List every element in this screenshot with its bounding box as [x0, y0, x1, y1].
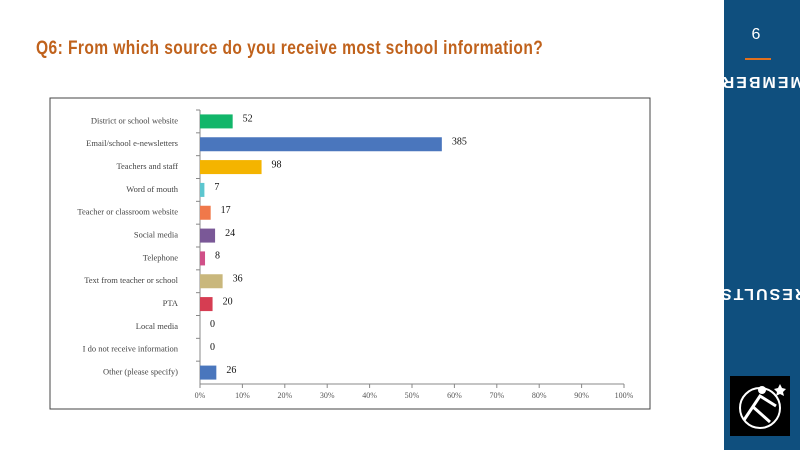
x-tick-label: 10% — [235, 391, 250, 400]
x-tick-label: 80% — [532, 391, 547, 400]
x-tick-label: 100% — [615, 391, 634, 400]
slide-title: Q6: From which source do you receive mos… — [36, 38, 544, 59]
y-tick-label: Social media — [134, 230, 178, 240]
bar — [200, 205, 211, 220]
y-tick-label: Telephone — [143, 252, 179, 262]
value-label: 98 — [272, 159, 282, 170]
y-tick-label: Other (please specify) — [103, 367, 178, 377]
bar — [200, 274, 223, 289]
divider — [745, 58, 771, 60]
value-label: 7 — [214, 182, 219, 193]
x-tick-label: 30% — [320, 391, 335, 400]
x-tick-label: 40% — [362, 391, 377, 400]
chart: 0% 10% 20% 30% 40% 50% 60% 70% 80% 90% 100% Distric… — [49, 97, 651, 410]
x-tick-label: 60% — [447, 391, 462, 400]
value-label: 17 — [221, 205, 231, 216]
value-label: 0 — [210, 319, 215, 330]
value-label: 52 — [243, 114, 253, 125]
y-tick-label: Teacher or classroom website — [77, 207, 178, 217]
value-label: 26 — [226, 365, 236, 376]
sidebar: 6 MEMBERS RESULTS — [724, 0, 800, 450]
x-tick-label: 50% — [405, 391, 420, 400]
value-label: 385 — [452, 137, 467, 148]
bar — [200, 365, 217, 380]
value-label: 0 — [210, 342, 215, 353]
bar — [200, 251, 206, 266]
slide-number: 6 — [751, 26, 761, 43]
x-tick-label: 20% — [277, 391, 292, 400]
x-tick-label: 90% — [574, 391, 589, 400]
x-tick-label: 0% — [195, 391, 206, 400]
value-label: 24 — [225, 228, 235, 239]
x-tick-label: 70% — [489, 391, 504, 400]
sidebar-label: RESULTS — [724, 285, 800, 302]
bar — [200, 114, 233, 129]
y-tick-label: Email/school e-newsletters — [86, 138, 178, 148]
y-tick-label: I do not receive information — [83, 344, 179, 354]
value-label: 36 — [233, 274, 243, 285]
y-tick-label: Local media — [136, 321, 178, 331]
bar — [200, 297, 213, 312]
logo — [730, 376, 790, 436]
y-tick-label: PTA — [163, 298, 179, 308]
value-label: 20 — [223, 296, 233, 307]
y-tick-label: Text from teacher or school — [84, 275, 178, 285]
sidebar-label: MEMBERS — [724, 73, 800, 90]
bar — [200, 228, 216, 243]
value-label: 8 — [215, 251, 220, 262]
y-tick-label: District or school website — [91, 115, 178, 125]
y-tick-label: Word of mouth — [126, 184, 178, 194]
bar — [200, 160, 262, 175]
bar — [200, 137, 442, 152]
y-tick-label: Teachers and staff — [116, 161, 178, 171]
bar — [200, 182, 205, 197]
